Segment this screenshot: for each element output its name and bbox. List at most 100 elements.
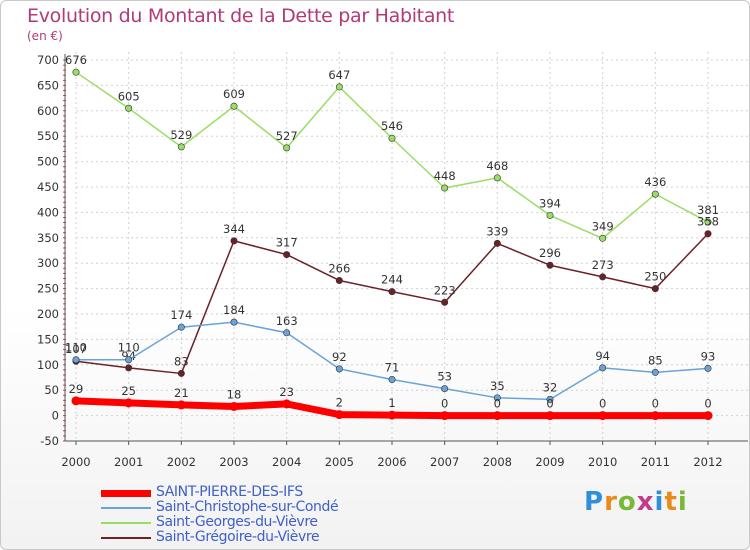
data-label: 436 (644, 175, 666, 189)
legend-swatch-2 (101, 522, 151, 524)
data-label: 546 (381, 119, 403, 133)
x-tick-label: 2005 (325, 455, 354, 469)
data-point (599, 364, 607, 372)
x-tick-label: 2012 (693, 455, 722, 469)
data-point (388, 134, 396, 142)
data-label: 647 (328, 68, 350, 82)
logo-letter: r (604, 487, 618, 517)
logo-letter: o (617, 487, 637, 517)
data-point (72, 68, 80, 76)
y-tick-label: -50 (40, 434, 59, 448)
data-label: 244 (381, 273, 403, 287)
legend-label-1: Saint-Christophe-sur-Condé (156, 499, 339, 515)
legend-item-2: Saint-Georges-du-Vièvre (101, 514, 421, 531)
data-point (493, 394, 501, 402)
x-tick-label: 2001 (114, 455, 143, 469)
y-tick-label: 450 (37, 180, 59, 194)
logo-letter: P (584, 487, 605, 517)
logo-letter: i (654, 487, 665, 517)
data-point (72, 356, 80, 364)
data-point (124, 398, 134, 408)
data-point (177, 143, 185, 151)
logo-letter: t (664, 487, 678, 517)
data-point (334, 410, 344, 420)
data-label: 529 (170, 128, 192, 142)
data-point (704, 230, 712, 238)
data-label: 448 (434, 169, 456, 183)
data-point (492, 411, 502, 421)
data-point (177, 369, 185, 377)
y-tick-label: 700 (37, 53, 59, 67)
data-label: 184 (223, 303, 245, 317)
data-label: 266 (328, 261, 350, 275)
data-point (546, 261, 554, 269)
data-point (387, 410, 397, 420)
data-point (388, 376, 396, 384)
data-point (282, 399, 292, 409)
data-point (388, 288, 396, 296)
data-label: 394 (539, 196, 561, 210)
data-label: 25 (121, 384, 136, 398)
data-point (599, 273, 607, 281)
x-tick-label: 2011 (641, 455, 670, 469)
legend-label-0: SAINT-PIERRE-DES-IFS (156, 484, 303, 500)
y-tick-label: 300 (37, 256, 59, 270)
data-label: 381 (697, 203, 719, 217)
data-label: 527 (276, 129, 298, 143)
data-point (229, 401, 239, 411)
data-point (335, 365, 343, 373)
data-label: 339 (486, 224, 508, 238)
data-label: 223 (434, 283, 456, 297)
data-point (335, 276, 343, 284)
data-label: 110 (65, 341, 87, 355)
data-label: 85 (648, 353, 663, 367)
data-point (651, 190, 659, 198)
data-point (283, 251, 291, 259)
x-tick-label: 2004 (272, 455, 301, 469)
data-label: 110 (118, 341, 140, 355)
chart-subtitle: (en €) (27, 29, 63, 43)
data-point (283, 329, 291, 337)
data-label: 468 (486, 159, 508, 173)
data-label: 1 (388, 396, 395, 410)
data-point (230, 237, 238, 245)
data-point (125, 356, 133, 364)
y-tick-label: 50 (44, 383, 59, 397)
data-point (493, 239, 501, 247)
data-point (283, 144, 291, 152)
data-point (545, 411, 555, 421)
y-tick-label: 350 (37, 231, 59, 245)
y-tick-label: 150 (37, 332, 59, 346)
data-label: 609 (223, 87, 245, 101)
x-tick-label: 2009 (535, 455, 564, 469)
y-tick-label: 0 (52, 409, 59, 423)
data-label: 174 (170, 308, 192, 322)
data-point (335, 83, 343, 91)
data-point (71, 396, 81, 406)
x-tick-label: 2010 (588, 455, 617, 469)
data-label: 83 (174, 354, 189, 368)
data-label: 35 (490, 379, 505, 393)
y-tick-label: 600 (37, 104, 59, 118)
data-point (230, 102, 238, 110)
data-label: 296 (539, 246, 561, 260)
data-label: 0 (441, 397, 448, 411)
data-label: 92 (332, 350, 347, 364)
data-label: 344 (223, 222, 245, 236)
data-label: 53 (437, 370, 452, 384)
y-tick-label: 550 (37, 129, 59, 143)
data-label: 163 (276, 314, 298, 328)
data-label: 0 (546, 397, 553, 411)
x-tick-label: 2000 (61, 455, 90, 469)
data-label: 32 (543, 380, 558, 394)
y-tick-label: 100 (37, 358, 59, 372)
data-point (493, 174, 501, 182)
data-label: 94 (595, 349, 610, 363)
y-tick-label: 250 (37, 282, 59, 296)
x-tick-label: 2006 (377, 455, 406, 469)
data-point (599, 234, 607, 242)
x-tick-label: 2008 (483, 455, 512, 469)
data-point (176, 400, 186, 410)
data-label: 2 (336, 396, 343, 410)
